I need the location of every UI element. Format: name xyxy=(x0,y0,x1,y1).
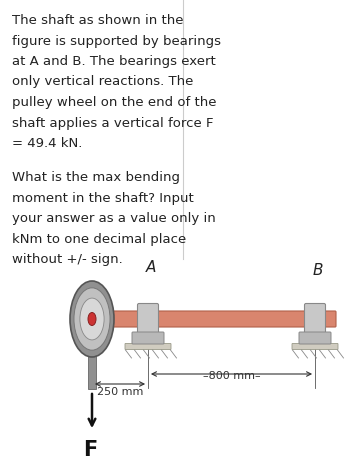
FancyBboxPatch shape xyxy=(304,304,326,335)
Text: 250 mm: 250 mm xyxy=(97,386,143,396)
Text: B: B xyxy=(313,263,323,277)
Text: = 49.4 kN.: = 49.4 kN. xyxy=(12,137,82,150)
Text: shaft applies a vertical force F: shaft applies a vertical force F xyxy=(12,116,214,129)
FancyBboxPatch shape xyxy=(138,304,159,335)
Bar xyxy=(88,352,96,389)
FancyBboxPatch shape xyxy=(299,332,331,344)
Text: without +/- sign.: without +/- sign. xyxy=(12,253,123,266)
Text: at A and B. The bearings exert: at A and B. The bearings exert xyxy=(12,55,216,68)
Text: What is the max bending: What is the max bending xyxy=(12,171,180,184)
Text: your answer as a value only in: your answer as a value only in xyxy=(12,212,216,225)
FancyBboxPatch shape xyxy=(125,344,171,350)
Ellipse shape xyxy=(88,313,96,326)
Ellipse shape xyxy=(74,288,110,350)
Text: F: F xyxy=(83,439,97,459)
Text: The shaft as shown in the: The shaft as shown in the xyxy=(12,14,183,27)
Text: kNm to one decimal place: kNm to one decimal place xyxy=(12,232,186,245)
Text: only vertical reactions. The: only vertical reactions. The xyxy=(12,75,193,88)
Text: pulley wheel on the end of the: pulley wheel on the end of the xyxy=(12,96,217,109)
Text: A: A xyxy=(146,259,156,275)
Text: figure is supported by bearings: figure is supported by bearings xyxy=(12,34,221,47)
Text: moment in the shaft? Input: moment in the shaft? Input xyxy=(12,192,194,205)
FancyBboxPatch shape xyxy=(132,332,164,344)
FancyBboxPatch shape xyxy=(96,311,336,327)
Text: –800 mm–: –800 mm– xyxy=(203,370,260,380)
Ellipse shape xyxy=(80,299,104,340)
Ellipse shape xyxy=(70,282,114,357)
FancyBboxPatch shape xyxy=(292,344,338,350)
